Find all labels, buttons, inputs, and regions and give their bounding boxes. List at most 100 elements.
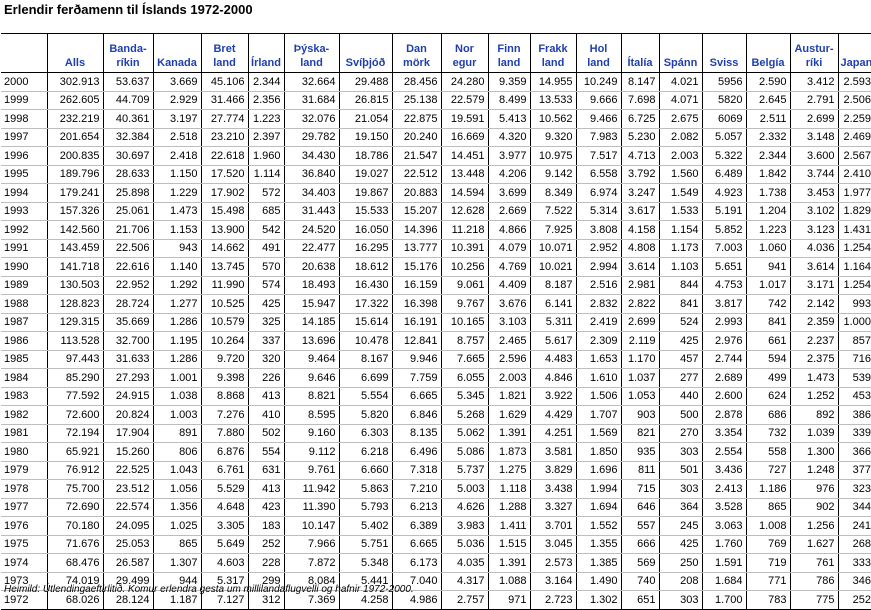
- value-cell: 31.466: [201, 91, 248, 110]
- value-cell: 5.820: [339, 406, 392, 425]
- value-cell: 783: [746, 591, 790, 610]
- value-cell: 113.528: [47, 332, 103, 351]
- value-cell: 2.645: [746, 91, 790, 110]
- value-cell: 320: [248, 350, 284, 369]
- value-cell: 5.852: [702, 221, 746, 240]
- value-cell: 646: [621, 498, 659, 517]
- value-cell: 72.690: [47, 498, 103, 517]
- value-cell: 141.718: [47, 258, 103, 277]
- value-cell: 524: [659, 313, 702, 332]
- value-cell: 771: [746, 572, 790, 591]
- value-cell: 6.665: [392, 387, 441, 406]
- value-cell: 4.320: [488, 128, 530, 147]
- value-cell: 425: [248, 295, 284, 314]
- year-cell: 1990: [1, 258, 47, 277]
- column-header-line1: Dan: [395, 42, 439, 56]
- column-header-line2: Kanada: [156, 56, 199, 70]
- column-header: Belgía: [746, 34, 790, 73]
- value-cell: 5.737: [441, 461, 488, 480]
- value-cell: 7.210: [392, 480, 441, 499]
- column-header-line1: Hol: [579, 42, 619, 56]
- value-cell: 1.431: [838, 221, 871, 240]
- value-cell: 25.898: [103, 184, 153, 203]
- value-cell: 685: [248, 202, 284, 221]
- year-cell: 1989: [1, 276, 47, 295]
- value-cell: 425: [659, 535, 702, 554]
- value-cell: 245: [659, 517, 702, 536]
- year-cell: 1982: [1, 406, 47, 425]
- value-cell: 23.512: [103, 480, 153, 499]
- value-cell: 1.252: [790, 387, 838, 406]
- value-cell: 5.036: [441, 535, 488, 554]
- source-footnote: Heimild: Útlendingaeftirlitið. Komur erl…: [4, 584, 414, 595]
- value-cell: 1.977: [838, 184, 871, 203]
- value-cell: 2.332: [746, 128, 790, 147]
- value-cell: 16.669: [441, 128, 488, 147]
- page-title: Erlendir ferðamenn til Íslands 1972-2000: [4, 2, 253, 17]
- value-cell: 6.660: [339, 461, 392, 480]
- value-cell: 14.185: [284, 313, 339, 332]
- value-cell: 4.206: [488, 165, 530, 184]
- value-cell: 1.694: [576, 498, 621, 517]
- value-cell: 1.738: [746, 184, 790, 203]
- column-header: Austur-ríki: [790, 34, 838, 73]
- year-cell: 1980: [1, 443, 47, 462]
- column-header-line2: land: [533, 56, 574, 70]
- value-cell: 10.256: [441, 258, 488, 277]
- value-cell: 128.823: [47, 295, 103, 314]
- value-cell: 7.517: [576, 147, 621, 166]
- value-cell: 5.062: [441, 424, 488, 443]
- value-cell: 716: [838, 350, 871, 369]
- column-header-line1: Þýska-: [287, 42, 337, 56]
- value-cell: 7.872: [284, 554, 339, 573]
- value-cell: 3.528: [702, 498, 746, 517]
- value-cell: 5.314: [576, 202, 621, 221]
- value-cell: 5.413: [488, 110, 530, 129]
- value-cell: 2.675: [659, 110, 702, 129]
- value-cell: 10.391: [441, 239, 488, 258]
- value-cell: 13.533: [530, 91, 576, 110]
- value-cell: 1.229: [153, 184, 201, 203]
- value-cell: 3.600: [790, 147, 838, 166]
- value-cell: 1.173: [659, 239, 702, 258]
- value-cell: 26.815: [339, 91, 392, 110]
- value-cell: 1.610: [576, 369, 621, 388]
- value-cell: 270: [659, 424, 702, 443]
- value-cell: 24.915: [103, 387, 153, 406]
- value-cell: 1.025: [153, 517, 201, 536]
- value-cell: 769: [746, 535, 790, 554]
- value-cell: 1.288: [488, 498, 530, 517]
- value-cell: 3.701: [530, 517, 576, 536]
- value-cell: 971: [488, 591, 530, 610]
- value-cell: 1.391: [488, 554, 530, 573]
- value-cell: 5820: [702, 91, 746, 110]
- column-header-line2: land: [287, 56, 337, 70]
- value-cell: 323: [838, 480, 871, 499]
- value-cell: 72.600: [47, 406, 103, 425]
- value-cell: 366: [838, 443, 871, 462]
- value-cell: 1.204: [746, 202, 790, 221]
- value-cell: 4.846: [530, 369, 576, 388]
- value-cell: 786: [790, 572, 838, 591]
- value-cell: 25.138: [392, 91, 441, 110]
- value-cell: 1.300: [790, 443, 838, 462]
- value-cell: 821: [621, 424, 659, 443]
- column-header-line1: Austur-: [793, 42, 836, 56]
- year-cell: 2000: [1, 73, 47, 92]
- column-header-line2: ríki: [793, 56, 836, 70]
- value-cell: 8.868: [201, 387, 248, 406]
- value-cell: 28.456: [392, 73, 441, 92]
- value-cell: 142.560: [47, 221, 103, 240]
- value-cell: 277: [659, 369, 702, 388]
- year-cell: 1977: [1, 498, 47, 517]
- value-cell: 1.473: [153, 202, 201, 221]
